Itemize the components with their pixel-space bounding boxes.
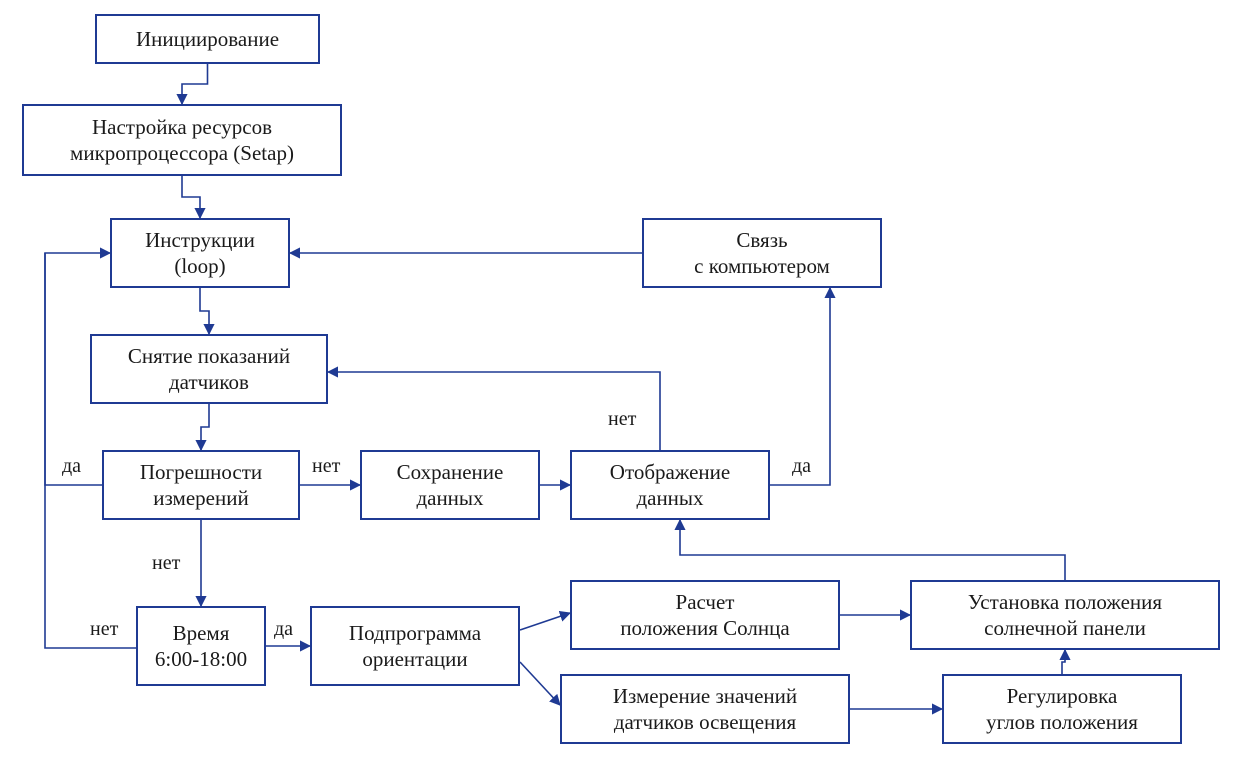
node-label: Расчет положения Солнца bbox=[620, 589, 789, 642]
node-label: Отображение данных bbox=[610, 459, 730, 512]
node-label: Связь с компьютером bbox=[694, 227, 830, 280]
edge-label: нет bbox=[88, 618, 120, 641]
node-link: Связь с компьютером bbox=[642, 218, 882, 288]
node-label: Инициирование bbox=[136, 26, 279, 52]
node-err: Погрешности измерений bbox=[102, 450, 300, 520]
node-label: Измерение значений датчиков освещения bbox=[613, 683, 797, 736]
node-time: Время 6:00-18:00 bbox=[136, 606, 266, 686]
node-loop: Инструкции (loop) bbox=[110, 218, 290, 288]
flowchart-canvas: Инициирование Настройка ресурсов микропро… bbox=[0, 0, 1239, 782]
node-sunpos: Расчет положения Солнца bbox=[570, 580, 840, 650]
node-label: Снятие показаний датчиков bbox=[128, 343, 290, 396]
edge-label: нет bbox=[606, 408, 638, 431]
node-label: Установка положения солнечной панели bbox=[968, 589, 1162, 642]
edge-label: да bbox=[790, 455, 813, 478]
node-label: Сохранение данных bbox=[397, 459, 504, 512]
node-adjust: Регулировка углов положения bbox=[942, 674, 1182, 744]
node-setup: Настройка ресурсов микропроцессора (Seta… bbox=[22, 104, 342, 176]
node-label: Погрешности измерений bbox=[140, 459, 262, 512]
node-label: Настройка ресурсов микропроцессора (Seta… bbox=[70, 114, 294, 167]
node-save: Сохранение данных bbox=[360, 450, 540, 520]
node-init: Инициирование bbox=[95, 14, 320, 64]
node-label: Регулировка углов положения bbox=[986, 683, 1138, 736]
node-label: Время 6:00-18:00 bbox=[155, 620, 247, 673]
edge-label: да bbox=[60, 455, 83, 478]
node-lightsens: Измерение значений датчиков освещения bbox=[560, 674, 850, 744]
node-label: Инструкции (loop) bbox=[145, 227, 255, 280]
edge-label: нет bbox=[150, 552, 182, 575]
node-display: Отображение данных bbox=[570, 450, 770, 520]
edge-label: да bbox=[272, 618, 295, 641]
node-label: Подпрограмма ориентации bbox=[349, 620, 481, 673]
node-setpanel: Установка положения солнечной панели bbox=[910, 580, 1220, 650]
node-orient: Подпрограмма ориентации bbox=[310, 606, 520, 686]
node-read: Снятие показаний датчиков bbox=[90, 334, 328, 404]
edge-label: нет bbox=[310, 455, 342, 478]
